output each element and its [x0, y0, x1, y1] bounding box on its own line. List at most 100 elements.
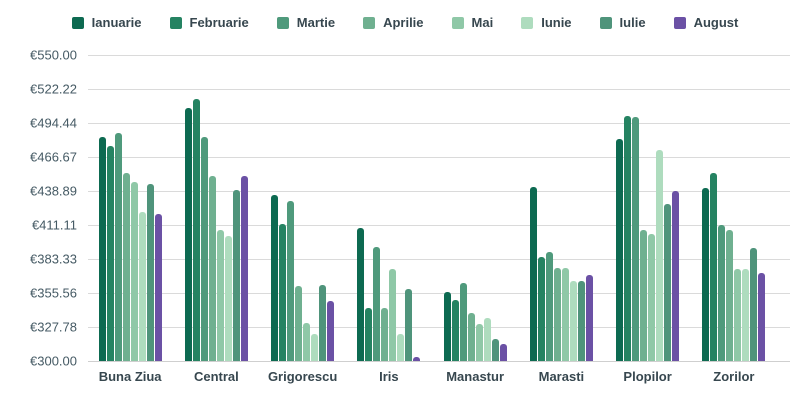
- chart-legend: Ianuarie Februarie Martie Aprilie Mai Iunie Iu…: [0, 15, 810, 30]
- y-tick-label: €494.44: [30, 115, 77, 131]
- y-tick-label: €550.00: [30, 47, 77, 63]
- legend-label: Iunie: [541, 15, 572, 30]
- bar-aprilie-plopilor[interactable]: [640, 230, 648, 361]
- bar-august-grigorescu[interactable]: [327, 301, 335, 361]
- y-tick-label: €383.33: [30, 251, 77, 267]
- bar-februarie-zorilor[interactable]: [710, 172, 718, 361]
- bar-group-central: [173, 55, 259, 361]
- legend-item-mai[interactable]: Mai: [451, 15, 494, 30]
- bar-februarie-grigorescu[interactable]: [279, 223, 287, 361]
- bar-aprilie-grigorescu[interactable]: [295, 286, 303, 361]
- legend-item-iulie[interactable]: Iulie: [599, 15, 646, 30]
- bar-ianuarie-buna-ziua[interactable]: [98, 137, 106, 361]
- legend-swatch-icon: [71, 16, 84, 29]
- bar-group-marasti: [518, 55, 604, 361]
- bar-iulie-central[interactable]: [232, 189, 240, 361]
- bar-martie-zorilor[interactable]: [718, 225, 726, 361]
- gridline: [88, 190, 790, 192]
- bar-martie-marasti[interactable]: [545, 252, 553, 361]
- legend-item-ianuarie[interactable]: Ianuarie: [71, 15, 142, 30]
- bar-iulie-manastur[interactable]: [491, 338, 499, 361]
- bar-februarie-marasti[interactable]: [537, 256, 545, 361]
- bar-aprilie-manastur[interactable]: [467, 313, 475, 361]
- bar-august-plopilor[interactable]: [672, 190, 680, 361]
- bar-iunie-zorilor[interactable]: [742, 269, 750, 361]
- bar-februarie-buna-ziua[interactable]: [106, 145, 114, 361]
- legend-swatch-icon: [599, 16, 612, 29]
- bar-martie-manastur[interactable]: [459, 282, 467, 361]
- bar-mai-marasti[interactable]: [561, 267, 569, 361]
- bar-mai-grigorescu[interactable]: [303, 323, 311, 361]
- bar-iunie-grigorescu[interactable]: [311, 334, 319, 361]
- bar-iunie-manastur[interactable]: [483, 318, 491, 361]
- y-tick-label: €300.00: [30, 353, 77, 369]
- bar-iunie-iris[interactable]: [397, 334, 405, 361]
- bar-martie-grigorescu[interactable]: [287, 200, 295, 361]
- legend-label: August: [693, 15, 739, 30]
- legend-item-martie[interactable]: Martie: [276, 15, 335, 30]
- legend-item-februarie[interactable]: Februarie: [169, 15, 249, 30]
- x-axis-label-zorilor: Zorilor: [713, 369, 755, 384]
- bar-mai-central[interactable]: [216, 230, 224, 361]
- bar-mai-zorilor[interactable]: [734, 269, 742, 361]
- bar-februarie-manastur[interactable]: [451, 299, 459, 361]
- bar-februarie-iris[interactable]: [365, 308, 373, 361]
- bar-ianuarie-zorilor[interactable]: [702, 188, 710, 361]
- bar-ianuarie-iris[interactable]: [357, 227, 365, 361]
- bar-iunie-plopilor[interactable]: [656, 150, 664, 361]
- bar-mai-buna-ziua[interactable]: [130, 182, 138, 361]
- bar-august-iris[interactable]: [413, 357, 421, 361]
- bar-group-plopilor: [605, 55, 691, 361]
- bar-iulie-iris[interactable]: [405, 288, 413, 361]
- bar-ianuarie-central[interactable]: [184, 107, 192, 361]
- x-axis-label-central: Central: [193, 369, 239, 384]
- bar-aprilie-iris[interactable]: [381, 308, 389, 361]
- legend-label: Aprilie: [383, 15, 424, 30]
- bar-aprilie-buna-ziua[interactable]: [122, 172, 130, 361]
- bar-august-buna-ziua[interactable]: [154, 214, 162, 361]
- bar-ianuarie-marasti[interactable]: [529, 187, 537, 361]
- bar-mai-manastur[interactable]: [475, 324, 483, 361]
- bar-august-central[interactable]: [240, 176, 248, 361]
- legend-label: Iulie: [619, 15, 646, 30]
- bar-martie-iris[interactable]: [373, 247, 381, 361]
- bar-august-zorilor[interactable]: [758, 272, 766, 361]
- legend-item-august[interactable]: August: [673, 15, 739, 30]
- bar-ianuarie-manastur[interactable]: [443, 292, 451, 361]
- bar-august-manastur[interactable]: [499, 343, 507, 361]
- x-axis-label-plopilor: Plopilor: [623, 369, 672, 384]
- bar-august-marasti[interactable]: [585, 275, 593, 361]
- legend-label: Mai: [471, 15, 494, 30]
- bar-ianuarie-grigorescu[interactable]: [271, 194, 279, 361]
- bar-martie-buna-ziua[interactable]: [114, 133, 122, 361]
- bar-aprilie-zorilor[interactable]: [726, 230, 734, 361]
- bar-iunie-central[interactable]: [224, 236, 232, 361]
- bar-ianuarie-plopilor[interactable]: [616, 139, 624, 361]
- bar-iulie-zorilor[interactable]: [750, 248, 758, 361]
- bar-februarie-plopilor[interactable]: [624, 116, 632, 361]
- legend-item-iunie[interactable]: Iunie: [521, 15, 572, 30]
- y-tick-label: €327.78: [30, 319, 77, 335]
- gridline: [88, 259, 790, 260]
- gridline: [88, 361, 790, 362]
- bar-iunie-marasti[interactable]: [569, 281, 577, 361]
- bar-aprilie-central[interactable]: [208, 176, 216, 361]
- y-tick-label: €466.67: [30, 149, 77, 165]
- gridline: [88, 55, 790, 56]
- legend-item-aprilie[interactable]: Aprilie: [363, 15, 424, 30]
- bar-mai-iris[interactable]: [389, 269, 397, 361]
- bar-iunie-buna-ziua[interactable]: [138, 211, 146, 361]
- bar-iulie-marasti[interactable]: [577, 281, 585, 361]
- bar-martie-plopilor[interactable]: [632, 117, 640, 361]
- legend-swatch-icon: [521, 16, 534, 29]
- legend-swatch-icon: [276, 16, 289, 29]
- bar-februarie-central[interactable]: [192, 99, 200, 361]
- y-tick-label: €411.11: [31, 217, 77, 233]
- bar-mai-plopilor[interactable]: [648, 233, 656, 361]
- bar-aprilie-marasti[interactable]: [553, 267, 561, 361]
- bar-iulie-grigorescu[interactable]: [319, 285, 327, 361]
- bar-iulie-buna-ziua[interactable]: [146, 183, 154, 361]
- bar-martie-central[interactable]: [200, 137, 208, 361]
- bar-iulie-plopilor[interactable]: [664, 204, 672, 361]
